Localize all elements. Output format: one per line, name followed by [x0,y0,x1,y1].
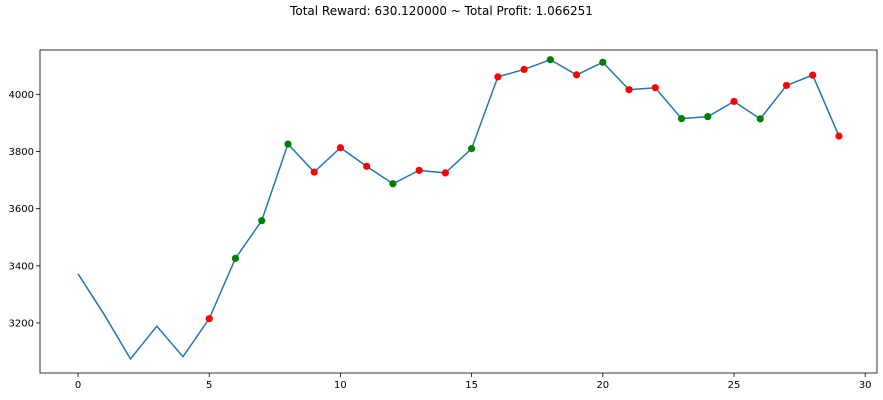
x-tick-label: 25 [728,380,741,391]
y-tick-label: 4000 [9,90,34,101]
sell-point-marker [310,168,318,176]
buy-point-marker [231,254,240,262]
buy-point-marker [546,56,554,64]
sell-point-marker [336,144,345,152]
buy-point-marker [389,180,397,188]
y-tick-label: 3600 [9,204,34,215]
x-tick-label: 5 [206,380,212,391]
sell-point-marker [520,65,528,74]
y-tick-label: 3200 [9,318,34,329]
sell-point-marker [441,169,449,177]
x-tick-label: 30 [859,380,872,391]
y-tick-label: 3400 [9,261,34,272]
buy-point-marker [284,140,292,148]
plot-frame [39,49,878,374]
sell-point-marker [572,71,581,79]
buy-point-marker [677,115,686,123]
buy-point-marker [599,58,607,66]
sell-point-marker [809,71,817,79]
series-line [77,58,840,361]
y-tick-label: 3800 [9,147,34,158]
sell-point-marker [625,86,633,94]
sell-point-marker [651,84,659,92]
sell-point-marker [205,315,213,323]
sell-point-marker [835,132,843,140]
x-tick-label: 20 [596,380,609,391]
buy-point-marker [756,115,764,123]
sell-point-marker [782,81,791,90]
buy-point-marker [468,145,476,153]
x-tick-label: 0 [75,380,81,391]
x-tick-label: 15 [465,380,478,391]
sell-point-marker [363,162,371,170]
x-tick-label: 10 [334,380,347,391]
sell-point-marker [730,97,738,106]
buy-point-marker [258,217,266,225]
sell-point-marker [494,73,502,81]
chart-title: Total Reward: 630.120000 ~ Total Profit:… [290,4,593,18]
sell-point-marker [415,166,423,174]
buy-point-marker [704,113,712,121]
